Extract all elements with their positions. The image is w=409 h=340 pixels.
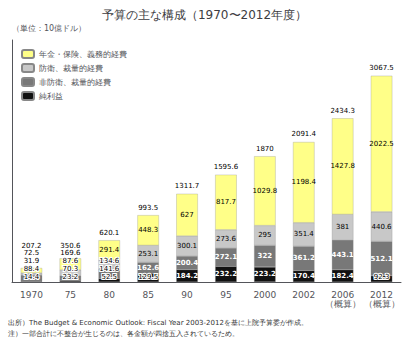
svg-text:90: 90 [181,290,193,300]
svg-text:1198.4: 1198.4 [292,178,317,186]
svg-text:1311.7: 1311.7 [175,182,200,190]
svg-text:防衛、裁量的経費: 防衛、裁量的経費 [39,64,103,73]
svg-text:1029.8: 1029.8 [253,187,278,195]
svg-text:1427.8: 1427.8 [330,162,355,170]
svg-text:300.1: 300.1 [177,242,197,250]
svg-text:2002: 2002 [292,290,315,300]
svg-text:52.5: 52.5 [101,273,117,281]
svg-text:129.5: 129.5 [138,273,158,281]
svg-text:2022.5: 2022.5 [369,140,394,148]
svg-text:322: 322 [258,252,273,260]
svg-text:817.7: 817.7 [216,198,236,206]
svg-text:200.4: 200.4 [176,259,198,267]
svg-text:非防衛、裁量的経費: 非防衛、裁量的経費 [39,78,111,87]
svg-text:253.1: 253.1 [138,250,158,258]
svg-text:1970: 1970 [20,290,43,300]
svg-text:620.1: 620.1 [99,229,119,237]
svg-text:70.3: 70.3 [63,265,79,273]
svg-text:3067.5: 3067.5 [369,64,394,72]
svg-text:14.4: 14.4 [24,273,40,281]
svg-text:627: 627 [180,211,193,219]
svg-text:80: 80 [104,290,116,300]
svg-text:182.4: 182.4 [332,272,354,280]
svg-text:162.6: 162.6 [137,264,159,272]
svg-text:純利益: 純利益 [39,92,63,101]
svg-text:75: 75 [65,290,76,300]
svg-text:440.6: 440.6 [372,223,393,231]
svg-text:273.6: 273.6 [216,235,237,243]
svg-text:141.6: 141.6 [99,265,120,273]
svg-text:87.6: 87.6 [63,257,79,265]
svg-text:207.2: 207.2 [21,242,41,250]
svg-text:2012: 2012 [370,289,393,300]
svg-text:（概算）: （概算） [364,299,400,309]
svg-text:134.6: 134.6 [99,257,120,265]
svg-text:512.1: 512.1 [370,255,392,263]
svg-text:2434.3: 2434.3 [330,107,355,115]
svg-text:291.4: 291.4 [99,246,120,254]
svg-text:95: 95 [220,290,231,300]
svg-text:223.2: 223.2 [254,270,276,278]
svg-text:（概算）: （概算） [325,299,361,309]
svg-text:72.5: 72.5 [24,249,40,257]
svg-text:272.1: 272.1 [215,253,237,261]
svg-text:23.2: 23.2 [63,273,79,281]
svg-text:295: 295 [258,231,271,239]
svg-text:2000: 2000 [253,290,276,300]
svg-text:443.1: 443.1 [332,251,354,259]
svg-text:92.3: 92.3 [374,273,390,281]
svg-text:993.5: 993.5 [138,204,158,212]
svg-text:出所）The Budget & Economic Outlo: 出所）The Budget & Economic Outlook: Fiscal… [8,319,308,327]
svg-text:448.3: 448.3 [138,226,158,234]
svg-text:1595.6: 1595.6 [214,163,239,171]
svg-text:381: 381 [336,223,349,231]
svg-text:31.9: 31.9 [24,257,40,265]
svg-text:85: 85 [142,290,153,300]
svg-text:350.6: 350.6 [60,242,81,250]
svg-text:361.2: 361.2 [293,254,315,262]
svg-text:2006: 2006 [331,289,355,300]
svg-text:予算の主な構成（1970〜2012年度）: 予算の主な構成（1970〜2012年度） [102,8,307,22]
svg-text:351.4: 351.4 [294,230,315,238]
svg-text:170.4: 170.4 [293,272,315,280]
svg-text:（単位：10億ドル）: （単位：10億ドル） [12,24,86,33]
svg-text:2091.4: 2091.4 [292,130,317,138]
svg-text:年金・保険、義務的経費: 年金・保険、義務的経費 [39,50,127,59]
svg-text:232.2: 232.2 [215,270,237,278]
svg-text:注）一部合計に不整合が生じるのは、各金額が四捨五入されている: 注）一部合計に不整合が生じるのは、各金額が四捨五入されているため。 [8,330,239,338]
svg-text:184.2: 184.2 [176,272,198,280]
svg-text:1870: 1870 [256,145,274,153]
svg-text:88.4: 88.4 [24,265,40,273]
svg-text:169.6: 169.6 [60,249,81,257]
